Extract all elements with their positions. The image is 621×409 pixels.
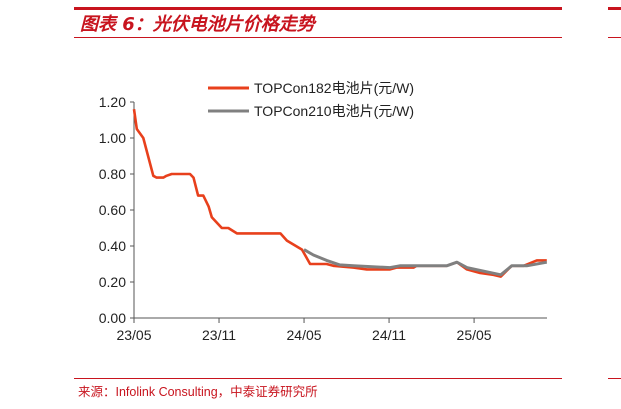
series-line-topcon210 [303, 248, 548, 277]
y-tick-label: 0.40 [99, 238, 126, 254]
figure-title: 图表 6：光伏电池片价格走势 [80, 14, 315, 35]
footer-rule-next [608, 378, 621, 379]
y-tick-label: 0.60 [99, 202, 126, 218]
y-tick-label: 0.80 [99, 166, 126, 182]
x-tick-label: 23/11 [202, 327, 236, 343]
header-rule-top [74, 7, 562, 10]
legend-label-topcon210: TOPCon210电池片(元/W) [254, 103, 414, 119]
source-note: 来源：Infolink Consulting，中泰证券研究所 [78, 385, 318, 399]
legend: TOPCon182电池片(元/W) TOPCon210电池片(元/W) [208, 80, 414, 119]
legend-label-topcon182: TOPCon182电池片(元/W) [254, 80, 414, 96]
x-tick-label: 24/11 [372, 327, 406, 343]
x-tick-label: 23/05 [116, 327, 151, 343]
series-line-topcon182 [132, 109, 547, 278]
header-rule-bottom [74, 37, 562, 38]
header-rule-bottom-next [608, 37, 621, 38]
y-tick-label: 1.20 [99, 94, 126, 110]
x-tick-label: 25/05 [457, 327, 492, 343]
footer-rule [74, 378, 562, 379]
y-tick-label: 1.00 [99, 130, 126, 146]
x-tick-label: 24/05 [287, 327, 322, 343]
header-rule-top-next [608, 7, 621, 10]
y-tick-label: 0.20 [99, 274, 126, 290]
y-tick-label: 0.00 [99, 310, 126, 326]
